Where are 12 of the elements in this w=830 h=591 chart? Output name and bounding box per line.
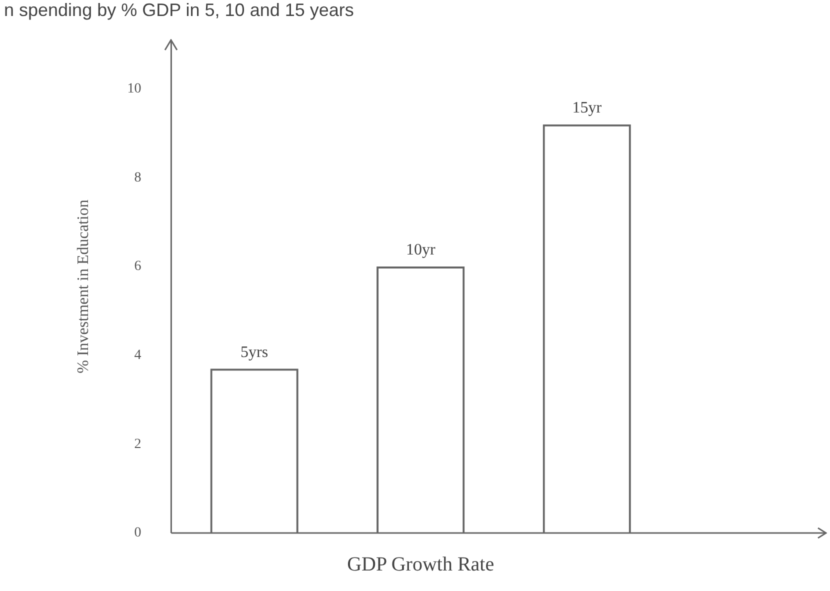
- x-axis-title: GDP Growth Rate: [347, 553, 494, 576]
- y-axis-title: % Investment in Education: [74, 200, 92, 374]
- y-tick-label: 4: [134, 348, 142, 364]
- y-tick-label: 6: [134, 259, 142, 274]
- chart-title: n spending by % GDP in 5, 10 and 15 years: [4, 0, 354, 21]
- x-tick-label: 5yrs: [240, 344, 268, 361]
- x-tick-label: 10yr: [406, 242, 436, 259]
- y-tick-label: 2: [134, 436, 142, 452]
- y-tick-label: 8: [134, 170, 142, 186]
- y-tick-label: 10: [127, 82, 142, 97]
- y-tick-label: 0: [134, 526, 142, 541]
- x-tick-label: 15yr: [572, 100, 602, 117]
